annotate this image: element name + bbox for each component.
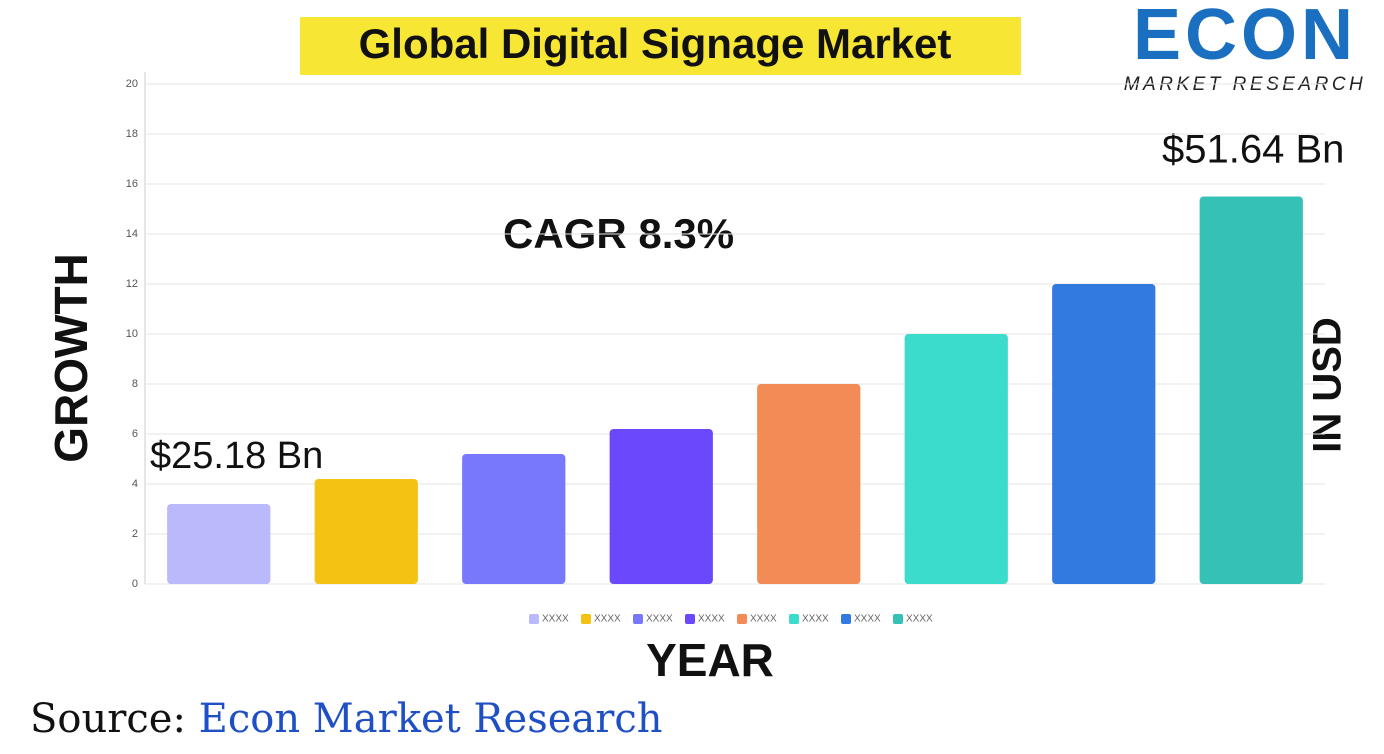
annotation: $25.18 Bn (150, 435, 323, 477)
bar (757, 384, 861, 584)
legend-swatch (685, 614, 695, 624)
logo-name: ECON (1133, 0, 1357, 75)
legend-swatch (893, 614, 903, 624)
legend-label: XXXX (854, 614, 881, 625)
bar (1052, 284, 1156, 584)
legend-swatch (581, 614, 591, 624)
bar (462, 454, 566, 584)
legend-label: XXXX (750, 614, 777, 625)
legend-swatch (529, 614, 539, 624)
legend-label: XXXX (646, 614, 673, 625)
y-tick-label: 4 (132, 478, 138, 490)
x-axis-label: YEAR (646, 634, 774, 686)
legend-swatch (633, 614, 643, 624)
source-label: Source: (30, 696, 186, 742)
bar (314, 479, 418, 584)
y-tick-label: 8 (132, 378, 138, 390)
bar (167, 504, 271, 584)
legend-swatch (841, 614, 851, 624)
source: Source: Econ Market Research (30, 696, 663, 742)
bar (1199, 196, 1303, 584)
legend-label: XXXX (802, 614, 829, 625)
y2-axis-label: IN USD (1306, 317, 1350, 453)
y-tick-label: 10 (126, 328, 138, 340)
chart-title: Global Digital Signage Market (359, 20, 952, 67)
y-tick-label: 2 (132, 528, 138, 540)
legend-label: XXXX (542, 614, 569, 625)
bar (609, 429, 713, 584)
legend-swatch (789, 614, 799, 624)
y-tick-label: 20 (126, 78, 138, 90)
y-tick-label: 6 (132, 428, 138, 440)
annotation: $51.64 Bn (1162, 128, 1344, 172)
y-tick-label: 14 (126, 228, 138, 240)
y-axis-label: GROWTH (45, 253, 97, 463)
logo-tagline: MARKET RESEARCH (1124, 74, 1367, 95)
source-text: Econ Market Research (199, 696, 663, 742)
legend-label: XXXX (906, 614, 933, 625)
y-tick-label: 12 (126, 278, 138, 290)
title-highlight (300, 17, 1021, 75)
y-tick-label: 16 (126, 178, 138, 190)
legend-label: XXXX (698, 614, 725, 625)
legend-swatch (737, 614, 747, 624)
y-tick-label: 18 (126, 128, 138, 140)
y-tick-label: 0 (132, 578, 138, 590)
legend-label: XXXX (594, 614, 621, 625)
bar (904, 334, 1008, 584)
